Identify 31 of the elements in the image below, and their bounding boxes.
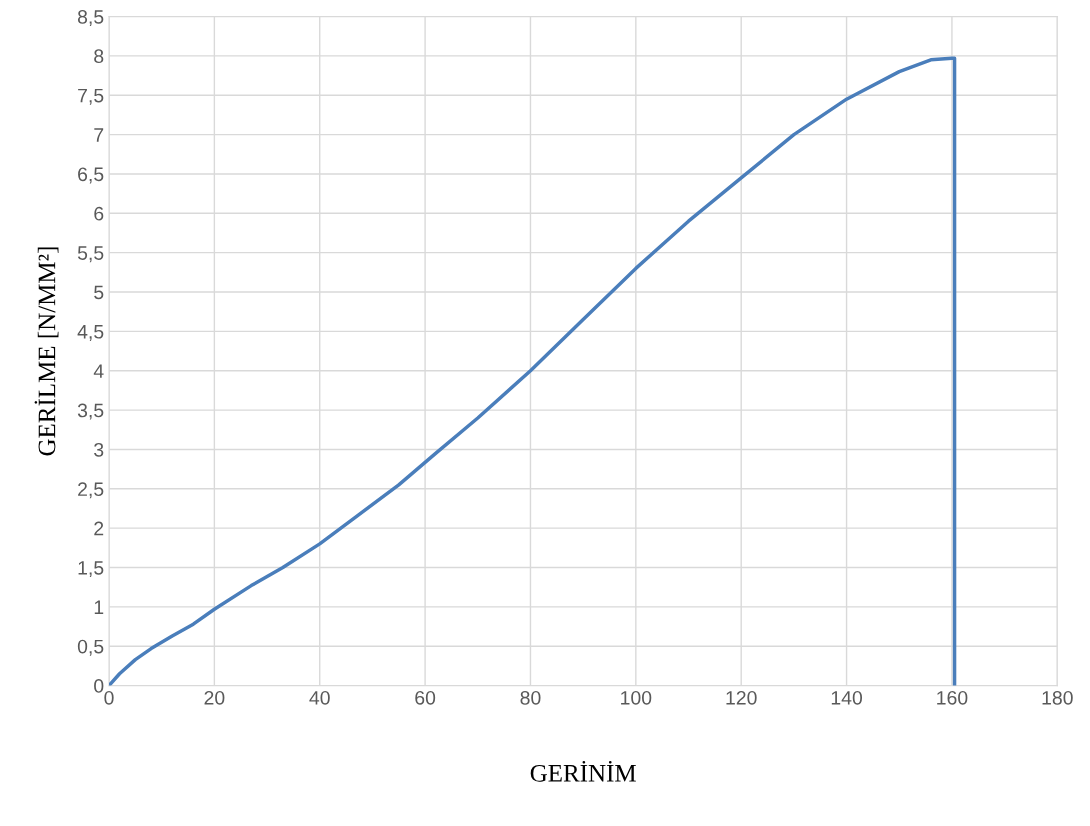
x-tick-label: 180 [1042, 690, 1073, 705]
x-tick-label: 20 [204, 690, 225, 705]
y-tick-label: 4 [93, 364, 104, 378]
y-tick-label: 1,5 [78, 561, 104, 578]
x-tick-label: 120 [726, 690, 757, 705]
y-tick-label: 6 [94, 206, 104, 221]
y-tick-label: 4,5 [77, 325, 104, 341]
line-series [109, 56, 957, 686]
x-tick-label: 40 [309, 690, 330, 705]
x-tick-label: 160 [937, 690, 968, 705]
y-tick-label: 5 [94, 285, 104, 300]
y-axis-title: GERİLME [N/MM²] [34, 247, 59, 456]
y-tick-label: 8 [94, 49, 104, 64]
y-tick-label: 7,5 [78, 88, 104, 105]
x-tick-label: 60 [415, 690, 436, 705]
x-axis-title: GERİNİM [530, 760, 636, 782]
y-tick-label: 1 [94, 600, 104, 614]
y-tick-label: 3 [94, 442, 104, 457]
x-tick-label: 140 [831, 690, 863, 705]
y-tick-label: 2 [94, 521, 104, 536]
y-tick-label: 2,5 [78, 482, 104, 499]
y-tick-label: 3,5 [77, 403, 104, 420]
y-tick-label: 0 [94, 679, 104, 693]
x-tick-label: 100 [621, 690, 652, 705]
y-tick-label: 0,5 [77, 639, 104, 656]
x-tick-label: 80 [520, 690, 541, 705]
y-tick-label: 8,5 [77, 9, 104, 27]
y-tick-label: 5,5 [77, 246, 104, 263]
y-tick-label: 7 [94, 128, 104, 142]
x-tick-label: 0 [104, 690, 114, 705]
y-tick-label: 6,5 [78, 167, 104, 184]
